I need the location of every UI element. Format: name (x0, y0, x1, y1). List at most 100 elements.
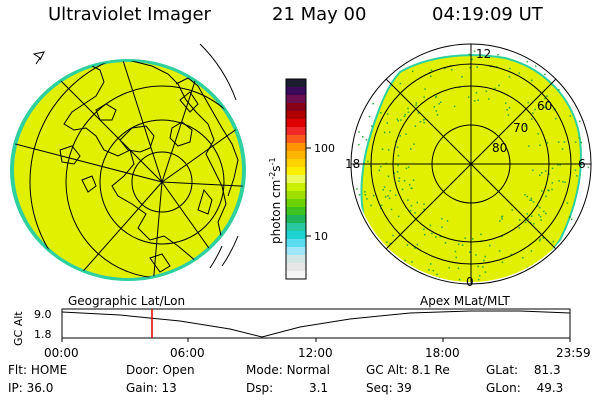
color-scale-segment (286, 191, 306, 200)
emission-speckle (518, 219, 521, 221)
emission-speckle (489, 244, 491, 247)
timeline-axis-label: GC Alt (12, 311, 25, 346)
emission-speckle (494, 87, 496, 90)
time-label-1200: 12:00 (298, 346, 333, 360)
emission-speckle (531, 215, 533, 217)
emission-speckle (506, 109, 508, 111)
emission-speckle (547, 101, 549, 103)
emission-speckle (548, 173, 550, 175)
emission-speckle (378, 169, 381, 172)
mlt-label-bottom: 0 (466, 275, 474, 289)
emission-speckle (478, 275, 481, 277)
emission-speckle (428, 269, 430, 271)
emission-speckle (423, 121, 425, 124)
emission-speckle (416, 201, 418, 204)
emission-speckle (430, 263, 432, 265)
emission-speckle (551, 188, 553, 191)
emission-speckle (443, 67, 446, 70)
emission-speckle (539, 206, 541, 209)
emission-speckle (526, 213, 528, 215)
emission-speckle (404, 259, 406, 262)
emission-speckle (531, 79, 533, 82)
emission-speckle (574, 141, 577, 143)
mlt-label-top: 12 (476, 47, 491, 61)
color-scale-label-10: 10 (314, 230, 328, 243)
emission-speckle (509, 67, 511, 70)
emission-speckle (407, 107, 409, 110)
dsp-value: 3.1 (308, 381, 329, 395)
emission-speckle (407, 111, 410, 113)
emission-speckle (524, 125, 526, 127)
emission-speckle (484, 255, 486, 258)
date-label: 21 May 00 (272, 4, 367, 25)
emission-speckle (530, 118, 533, 120)
emission-speckle (545, 170, 547, 172)
emission-speckle (397, 154, 400, 157)
color-scale-segment (286, 199, 306, 208)
emission-speckle (448, 266, 450, 269)
emission-speckle (508, 76, 511, 78)
emission-speckle (423, 96, 425, 98)
emission-speckle (383, 131, 386, 134)
emission-speckle (498, 250, 501, 252)
emission-speckle (477, 265, 479, 268)
emission-speckle (423, 228, 425, 230)
emission-speckle (476, 66, 478, 68)
emission-speckle (440, 101, 442, 103)
glat-value: 81.3 (533, 363, 561, 377)
mlat-label-80: 80 (492, 141, 507, 155)
emission-speckle (559, 164, 561, 166)
color-scale-segment (286, 223, 306, 232)
emission-speckle (473, 50, 476, 52)
emission-speckle (438, 103, 440, 105)
emission-speckle (358, 143, 360, 146)
emission-speckle (422, 119, 425, 121)
emission-speckle (568, 216, 571, 219)
emission-speckle (451, 69, 453, 71)
flt-label: Flt: (8, 363, 27, 377)
emission-speckle (569, 115, 571, 117)
emission-speckle (475, 92, 478, 94)
mlt-line-diag-2 (385, 78, 557, 250)
flight-info: Flt: HOME (8, 363, 67, 377)
emission-speckle (526, 60, 529, 63)
door-label: Door: (126, 363, 159, 377)
emission-speckle (387, 149, 390, 151)
emission-speckle (412, 179, 415, 181)
color-scale-segment (286, 247, 306, 256)
emission-speckle (587, 166, 589, 169)
emission-speckle (558, 89, 560, 91)
emission-speckle (390, 208, 393, 211)
color-scale-segment (286, 175, 306, 184)
emission-speckle (408, 184, 411, 186)
dsp-label: Dsp: (246, 381, 274, 395)
emission-speckle (578, 137, 580, 139)
emission-speckle (423, 208, 425, 211)
dial-grid (351, 44, 591, 284)
ip-label: IP: (8, 381, 23, 395)
timeline-ymin: 1.8 (34, 328, 52, 341)
emission-speckle (539, 174, 541, 176)
emission-speckle (484, 271, 487, 273)
emission-speckle (561, 148, 564, 150)
emission-speckle (389, 190, 392, 192)
emission-speckle (405, 133, 407, 135)
emission-speckle (371, 125, 373, 127)
emission-speckle (461, 244, 464, 246)
color-scale-segment (286, 271, 306, 280)
color-scale-segment (286, 215, 306, 224)
emission-speckle (529, 222, 532, 224)
gain-value: 13 (161, 381, 177, 395)
lat-circle-50 (29, 60, 245, 280)
emission-speckle (372, 102, 374, 105)
emission-speckle (576, 175, 578, 177)
emission-speckle (430, 75, 432, 77)
emission-speckle (383, 186, 386, 188)
emission-speckle (380, 204, 383, 207)
emission-speckle (540, 219, 542, 221)
emission-speckle (386, 122, 388, 124)
color-scale-segment (286, 135, 306, 144)
color-scale-segment (286, 231, 306, 240)
emission-speckle (364, 194, 367, 196)
glon-value: 49.3 (536, 381, 564, 395)
